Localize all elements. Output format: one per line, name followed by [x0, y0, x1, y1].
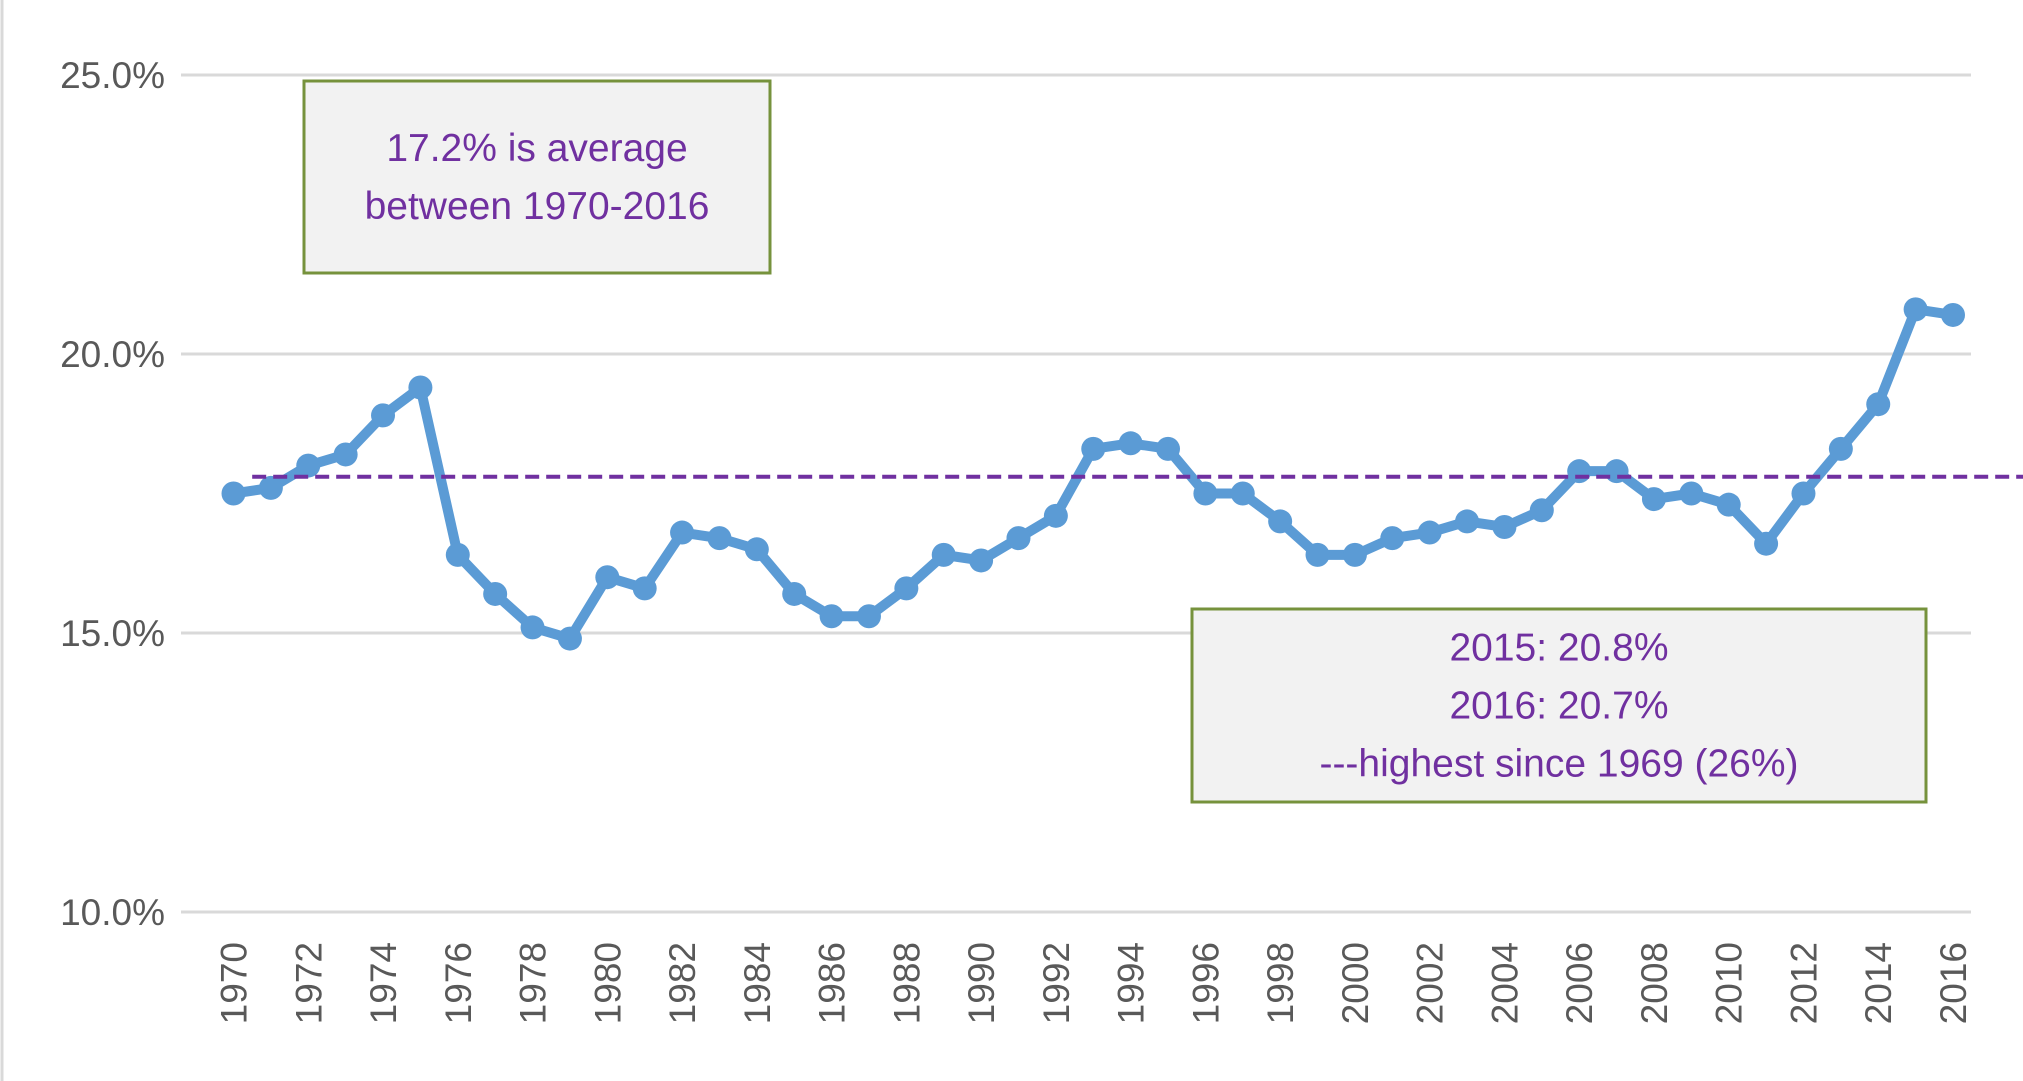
x-tick-label: 1972: [288, 942, 329, 1024]
point: [1866, 392, 1891, 417]
y-tick-label: 15.0%: [60, 613, 165, 654]
annotation-box: [302, 79, 772, 275]
point: [1641, 487, 1666, 512]
point: [520, 615, 545, 640]
grid: 10.0% 15.0% 20.0% 25.0% 1970 1972 1974 1976 1978…: [60, 55, 1974, 1024]
point: [595, 565, 620, 590]
annotations: 17.2% is average between 1970-2016 2015: 2…: [302, 79, 1928, 804]
x-tick-label: 1990: [961, 942, 1002, 1024]
annotation-box: [1190, 607, 1928, 804]
point: [670, 520, 695, 545]
point: [333, 442, 358, 467]
y-tick-label: 10.0%: [60, 892, 165, 933]
y-tick-label: 25.0%: [60, 55, 165, 96]
point: [1903, 297, 1928, 322]
point: [1754, 531, 1779, 556]
x-tick-label: 1970: [214, 942, 255, 1024]
annotation-text: 2015: 20.8%: [1449, 627, 1668, 670]
plot: [221, 297, 2023, 651]
point: [1828, 436, 1853, 461]
point: [1043, 503, 1068, 528]
x-tick-label: 2016: [1933, 942, 1974, 1024]
point: [1716, 492, 1741, 517]
y-tick-label: 20.0%: [60, 334, 165, 375]
point: [1567, 459, 1592, 484]
x-tick-label: 1980: [587, 942, 628, 1024]
annotation-text: between 1970-2016: [365, 185, 710, 228]
point: [1118, 431, 1143, 456]
x-tick-label: 1988: [886, 942, 927, 1024]
point: [894, 576, 919, 601]
annotation-text: 17.2% is average: [386, 127, 687, 170]
point: [296, 453, 321, 478]
point: [1342, 542, 1367, 567]
point: [744, 537, 769, 562]
point: [483, 581, 508, 606]
point: [1380, 526, 1405, 551]
point: [931, 542, 956, 567]
point: [258, 475, 283, 500]
point: [221, 481, 246, 506]
point: [1268, 509, 1293, 534]
x-tick-label: 2006: [1559, 942, 1600, 1024]
point: [782, 581, 807, 606]
point: [1941, 302, 1965, 327]
annotation-text: ---highest since 1969 (26%): [1319, 743, 1798, 786]
x-tick-label: 2002: [1410, 942, 1451, 1024]
x-tick-label: 1998: [1260, 942, 1301, 1024]
point: [707, 526, 732, 551]
point: [1417, 520, 1442, 545]
x-tick-label: 1994: [1111, 942, 1152, 1024]
point: [856, 604, 881, 629]
x-tick-label: 2000: [1335, 942, 1376, 1024]
point: [1006, 526, 1031, 551]
point: [1455, 509, 1480, 534]
point: [408, 375, 433, 400]
point: [1492, 514, 1517, 539]
point: [1156, 436, 1181, 461]
point: [819, 604, 844, 629]
x-tick-label: 2010: [1709, 942, 1750, 1024]
point: [1791, 481, 1816, 506]
point: [632, 576, 657, 601]
point: [371, 403, 396, 428]
x-tick-label: 1992: [1036, 942, 1077, 1024]
annotation-text: 2016: 20.7%: [1449, 685, 1668, 728]
x-tick-label: 1986: [812, 942, 853, 1024]
point: [557, 626, 582, 651]
point: [969, 548, 994, 573]
x-tick-label: 2014: [1858, 942, 1899, 1024]
x-tick-label: 1976: [438, 942, 479, 1024]
point: [1081, 436, 1106, 461]
x-tick-label: 1978: [513, 942, 554, 1024]
point: [1193, 481, 1218, 506]
x-tick-label: 1996: [1185, 942, 1226, 1024]
x-tick-label: 1974: [363, 942, 404, 1024]
point: [1679, 481, 1704, 506]
point: [1604, 459, 1629, 484]
point: [1305, 542, 1330, 567]
point: [445, 542, 470, 567]
x-tick-label: 2012: [1783, 942, 1824, 1024]
x-tick-label: 1984: [737, 942, 778, 1024]
x-tick-label: 1982: [662, 942, 703, 1024]
point: [1529, 498, 1554, 523]
x-tick-label: 2004: [1484, 942, 1525, 1024]
x-tick-label: 2008: [1634, 942, 1675, 1024]
point: [1230, 481, 1255, 506]
